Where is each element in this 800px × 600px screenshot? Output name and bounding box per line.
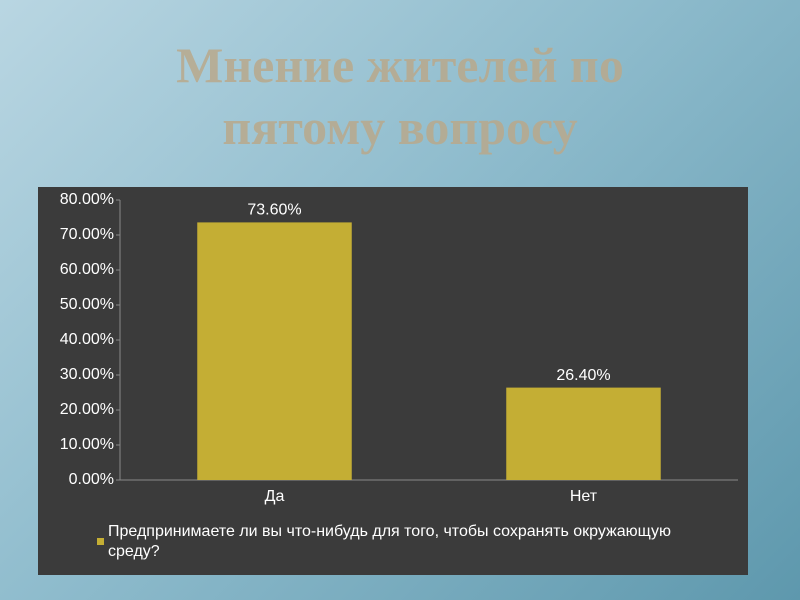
- y-tick-label: 30.00%: [60, 366, 114, 383]
- chart-panel: [38, 187, 748, 575]
- y-tick-label: 50.00%: [60, 296, 114, 313]
- y-tick-label: 20.00%: [60, 401, 114, 418]
- y-tick-label: 70.00%: [60, 226, 114, 243]
- y-tick-label: 40.00%: [60, 331, 114, 348]
- y-tick-label: 10.00%: [60, 436, 114, 453]
- slide-title: Мнение жителей по пятому вопросу: [176, 37, 624, 155]
- y-tick-label: 80.00%: [60, 191, 114, 208]
- x-tick-label: Нет: [570, 488, 598, 505]
- y-tick-label: 60.00%: [60, 261, 114, 278]
- legend-marker: [97, 538, 104, 545]
- y-tick-label: 0.00%: [69, 471, 114, 488]
- legend-text: Предпринимаете ли вы что-нибудь для того…: [108, 523, 671, 560]
- x-tick-label: Да: [265, 488, 285, 505]
- data-label: 26.40%: [556, 367, 610, 384]
- bar: [506, 387, 661, 480]
- bar: [197, 222, 352, 480]
- data-label: 73.60%: [247, 202, 301, 219]
